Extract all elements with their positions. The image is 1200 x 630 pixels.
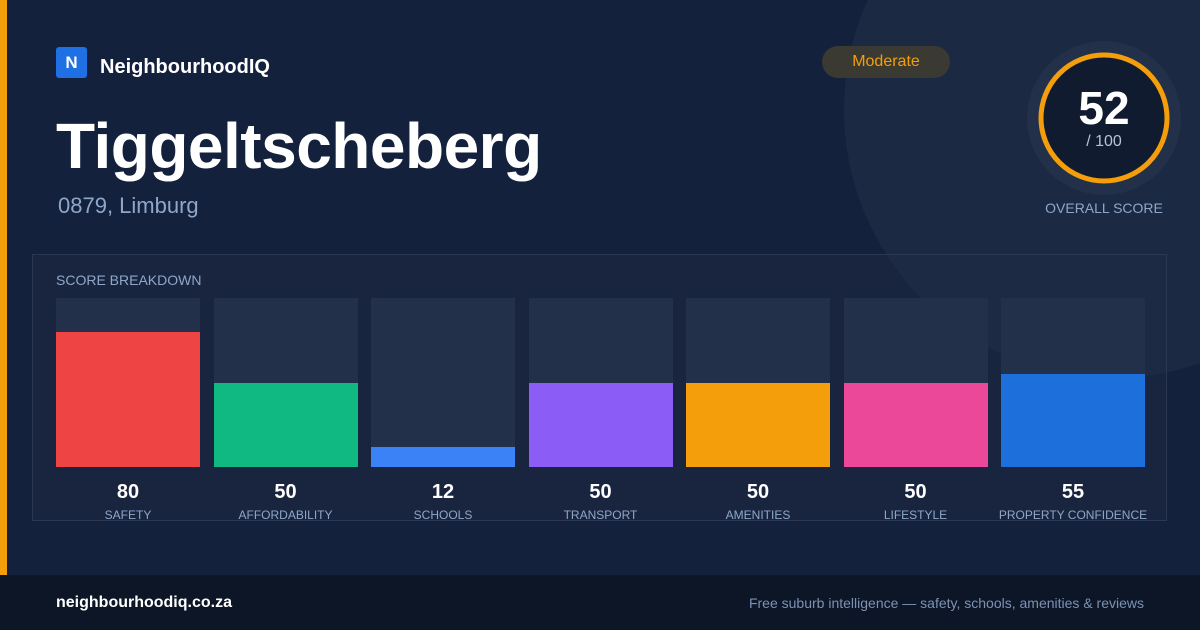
breakdown-item-safety: 80 SAFETY <box>56 298 200 522</box>
breakdown-item-transport: 50 TRANSPORT <box>528 298 673 522</box>
bar-label: AFFORDABILITY <box>238 508 333 522</box>
score-breakdown-panel: SCORE BREAKDOWN 80 SAFETY 50 AFFORDABILITY 1… <box>32 254 1167 522</box>
bar-track <box>213 298 358 467</box>
breakdown-bars: 80 SAFETY 50 AFFORDABILITY 12 SCHOOLS 50 TRANSP… <box>56 298 1147 522</box>
bar-fill-affordability <box>213 382 358 467</box>
accent-bar <box>0 0 7 575</box>
bar-track <box>528 298 673 467</box>
brand-logo-icon: N <box>56 47 87 78</box>
brand-name: NeighbourhoodIQ <box>100 56 270 78</box>
breakdown-title: SCORE BREAKDOWN <box>56 272 202 288</box>
breakdown-item-amenities: 50 AMENITIES <box>686 298 830 522</box>
bar-track <box>371 298 515 467</box>
footer-url: neighbourhoodiq.co.za <box>56 594 232 611</box>
bar-label: TRANSPORT <box>563 508 638 522</box>
bar-value: 55 <box>1061 481 1085 503</box>
breakdown-item-schools: 12 SCHOOLS <box>371 298 515 522</box>
bar-label: PROPERTY CONFIDENCE <box>998 508 1148 522</box>
bar-label: AMENITIES <box>725 508 791 522</box>
bar-value: 50 <box>746 481 770 503</box>
rating-badge: Moderate <box>822 46 950 78</box>
bar-fill-lifestyle <box>843 382 988 467</box>
overall-score-value: 52 <box>1078 82 1130 134</box>
overall-score-max: / 100 <box>1086 133 1122 150</box>
bar-fill-safety <box>56 331 200 467</box>
bar-fill-property-confidence <box>1001 374 1145 467</box>
bar-value: 12 <box>431 481 455 503</box>
bar-track <box>843 298 988 467</box>
bar-fill-amenities <box>686 382 830 467</box>
breakdown-item-property-confidence: 55 PROPERTY CONFIDENCE <box>999 298 1147 522</box>
suburb-location: 0879, Limburg <box>58 193 199 218</box>
suburb-title: Tiggeltscheberg <box>56 110 542 182</box>
brand: N NeighbourhoodIQ <box>56 46 270 79</box>
bar-fill-schools <box>371 446 515 467</box>
bar-value: 50 <box>904 481 927 503</box>
bar-track <box>686 298 830 467</box>
breakdown-item-affordability: 50 AFFORDABILITY <box>213 298 358 522</box>
bar-label: SCHOOLS <box>413 508 473 522</box>
bar-value: 50 <box>589 481 612 503</box>
bar-track <box>1001 298 1145 467</box>
bar-value: 50 <box>274 481 297 503</box>
footer: neighbourhoodiq.co.za Free suburb intell… <box>0 575 1200 630</box>
breakdown-item-lifestyle: 50 LIFESTYLE <box>843 298 988 522</box>
footer-tagline: Free suburb intelligence — safety, schoo… <box>748 595 1144 611</box>
bar-track <box>56 298 200 467</box>
bar-value: 80 <box>116 481 140 503</box>
score-ring-graphic <box>1027 41 1181 195</box>
overall-score-ring: 52 / 100 <box>1026 40 1182 196</box>
overall-score-label: OVERALL SCORE <box>1045 200 1163 216</box>
bar-label: LIFESTYLE <box>883 508 948 522</box>
bar-label: SAFETY <box>104 508 152 522</box>
bar-fill-transport <box>528 382 673 467</box>
score-ring-arc <box>1038 52 1170 184</box>
